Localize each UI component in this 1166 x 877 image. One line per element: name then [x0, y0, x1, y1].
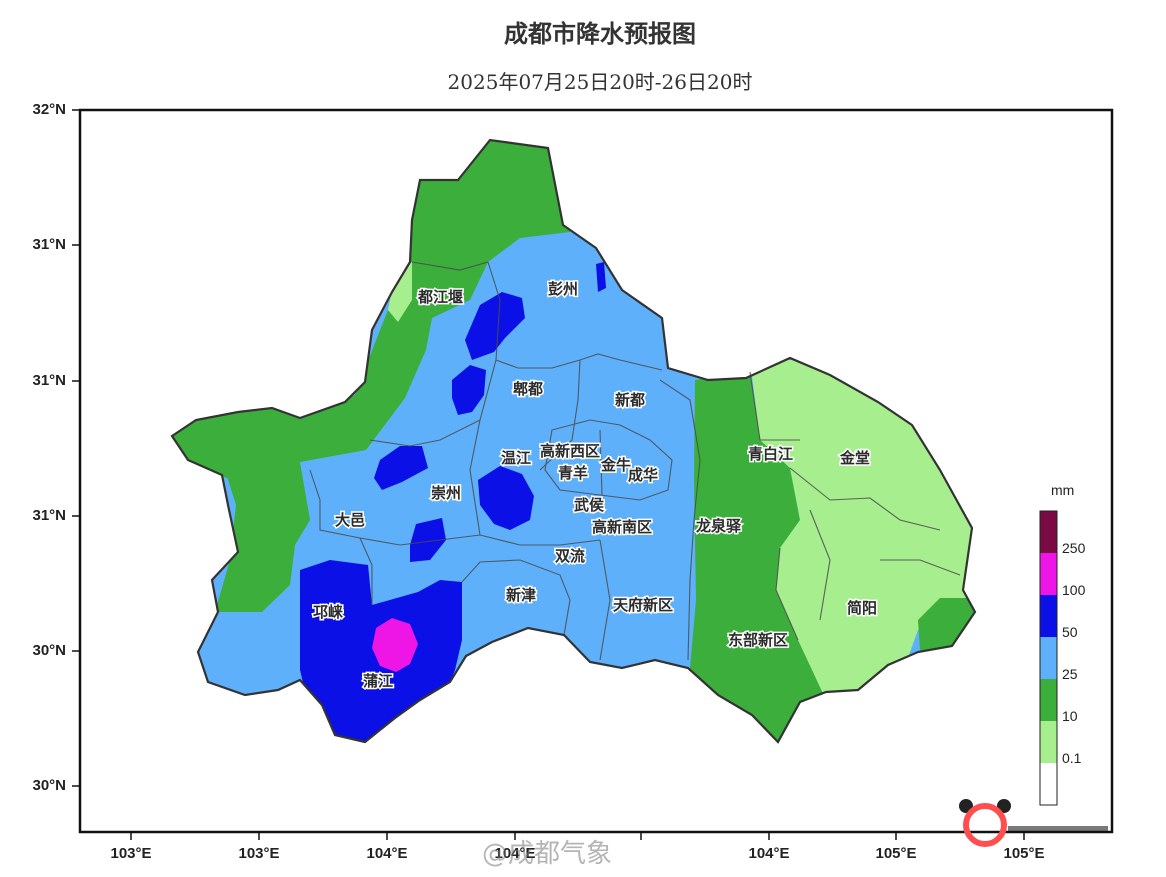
district-label: 武侯: [574, 496, 605, 514]
district-label: 大邑: [335, 511, 365, 529]
legend-level-label: 50: [1062, 624, 1078, 640]
lon-tick-label: 104°E: [748, 845, 790, 862]
district-label: 都江堰: [417, 288, 463, 306]
legend-swatch-100: [1040, 553, 1057, 595]
legend-swatch-10: [1040, 679, 1057, 721]
lat-tick-label: 32°N: [32, 101, 66, 118]
district-label: 双流: [555, 547, 585, 565]
lat-tick-label: 30°N: [32, 642, 66, 659]
district-label: 邛崃: [313, 603, 343, 621]
rain-zone-50mm: [452, 365, 486, 415]
legend-level-label: 10: [1062, 708, 1078, 724]
lon-tick-label: 103°E: [110, 845, 152, 862]
map-title: 成都市降水预报图: [504, 20, 696, 48]
legend-swatch-250: [1040, 511, 1057, 553]
district-label: 金堂: [839, 449, 870, 467]
lat-tick-label: 31°N: [32, 507, 66, 524]
legend-frame: [1039, 510, 1058, 806]
rain-zone-50mm: [410, 518, 446, 562]
district-label: 温江: [501, 449, 531, 467]
district-label: 高新西区: [540, 442, 600, 460]
district-label: 金牛: [600, 456, 631, 474]
legend-level-label: 0.1: [1062, 750, 1082, 766]
legend-level-label: 250: [1062, 540, 1086, 556]
district-labels: 都江堰 彭州 郫都 新都 温江 高新西区 青羊 金牛 成华 崇州 大邑 武侯 高…: [312, 279, 879, 692]
map-border: [78, 108, 1114, 834]
rain-zone-10mm: [688, 372, 830, 742]
lat-tick-label: 30°N: [32, 777, 66, 794]
axis-tick-marks: [72, 109, 1025, 840]
city-boundary: [170, 138, 977, 744]
legend-level-label: 25: [1062, 666, 1078, 682]
legend-colorbar: [1039, 510, 1058, 806]
lat-tick-label: 31°N: [32, 236, 66, 253]
district-label: 天府新区: [613, 596, 673, 614]
district-label: 崇州: [431, 484, 461, 502]
legend-swatch-0: [1040, 763, 1057, 805]
map-subtitle: 2025年07月25日20时-26日20时: [447, 70, 753, 94]
district-label: 成华: [628, 466, 658, 484]
weibo-logo-icon: [959, 799, 1108, 847]
rain-zone-10mm: [172, 140, 580, 478]
legend-unit-label: mm: [1051, 482, 1075, 498]
rain-zone-0.1mm: [388, 262, 412, 322]
district-label: 高新南区: [592, 518, 652, 536]
district-label: 新都: [615, 391, 645, 409]
rain-zone-50mm: [374, 446, 428, 490]
district-label: 彭州: [548, 280, 578, 298]
legend-level-label: 100: [1062, 582, 1086, 598]
district-label: 龙泉驿: [695, 517, 742, 535]
watermark: @成都气象: [482, 839, 613, 869]
rain-zone-10mm: [215, 462, 310, 612]
district-label: 简阳: [847, 599, 877, 617]
rain-zone-50mm: [465, 292, 525, 360]
district-label: 新津: [506, 586, 536, 604]
rain-zone-50mm: [596, 262, 606, 292]
district-label: 郫都: [513, 380, 543, 398]
district-label: 青羊: [558, 464, 588, 482]
legend-swatch-50: [1040, 595, 1057, 637]
lon-tick-label: 104°E: [366, 845, 408, 862]
rain-zone-100mm: [372, 618, 418, 672]
district-label: 东部新区: [728, 631, 788, 649]
lon-tick-label: 105°E: [1003, 845, 1045, 862]
legend-swatch-0.1: [1040, 721, 1057, 763]
legend-swatch-25: [1040, 637, 1057, 679]
lon-tick-label: 105°E: [875, 845, 917, 862]
lon-tick-label: 104°E: [494, 845, 536, 862]
rain-zone-50mm: [478, 466, 534, 530]
rain-zone-10mm: [918, 598, 975, 660]
district-label: 蒲江: [363, 672, 393, 690]
lon-tick-label: 103°E: [238, 845, 280, 862]
district-boundaries: [309, 261, 961, 661]
district-label: 青白江: [748, 445, 793, 463]
lat-tick-label: 31°N: [32, 372, 66, 389]
